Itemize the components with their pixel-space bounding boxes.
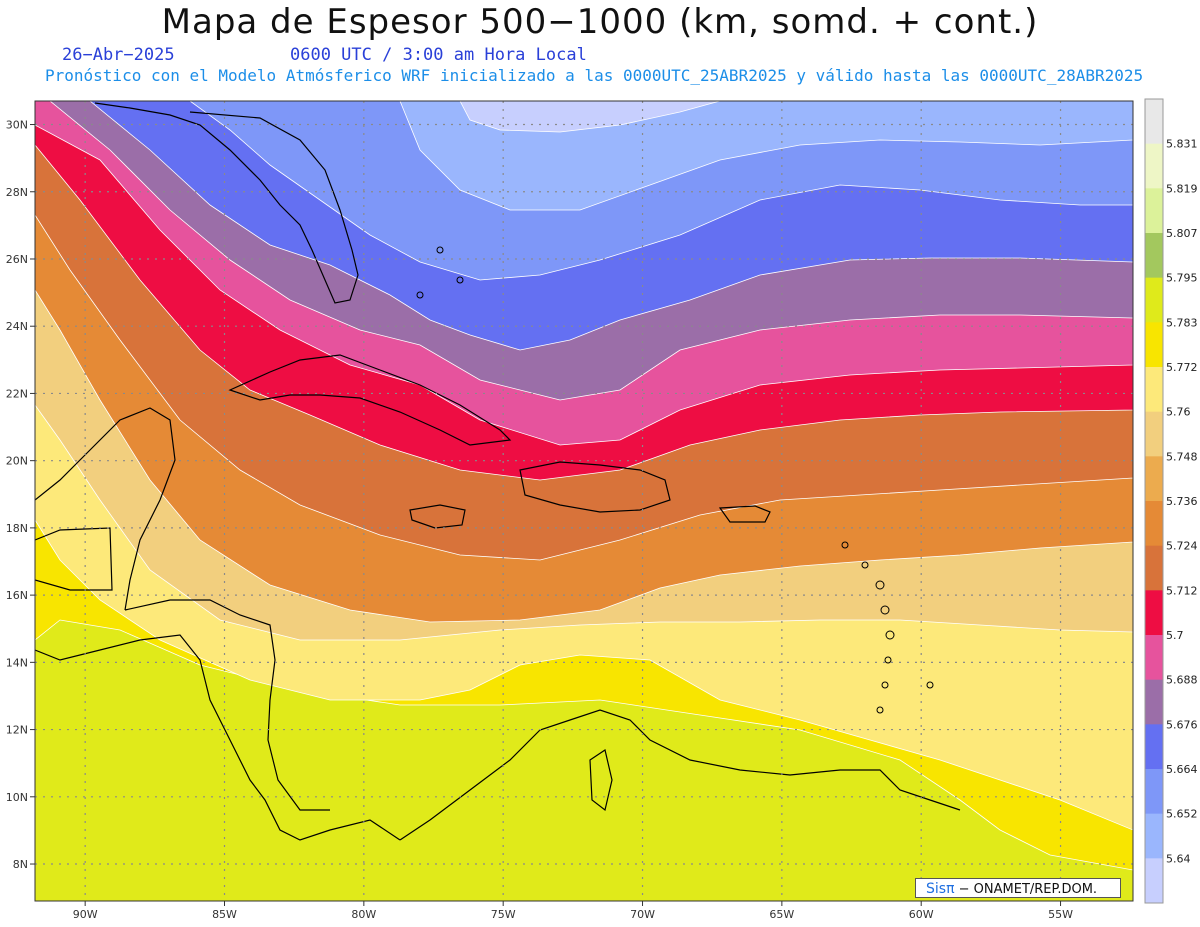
colorbar-swatch	[1145, 858, 1163, 904]
colorbar-swatch	[1145, 724, 1163, 770]
colorbar-swatch	[1145, 99, 1163, 145]
colorbar-label: 5.688	[1166, 674, 1198, 687]
lat-label: 30N	[6, 119, 28, 132]
colorbar-label: 5.664	[1166, 763, 1198, 776]
lat-label: 8N	[13, 858, 28, 871]
colorbar-frame	[1144, 98, 1164, 904]
hispaniola-coast	[519, 461, 671, 513]
colorbar-swatch	[1145, 456, 1163, 502]
colorbar-label: 5.76	[1166, 406, 1191, 419]
colorbar-swatch	[1145, 322, 1163, 368]
lon-label: 75W	[491, 908, 516, 921]
credit-text: − ONAMET/REP.DOM.	[958, 882, 1098, 897]
colorbar-label: 5.652	[1166, 808, 1198, 821]
colorbar-label: 5.712	[1166, 584, 1198, 597]
lat-label: 10N	[6, 791, 28, 804]
colorbar-swatch	[1145, 367, 1163, 413]
cuba-coast	[228, 354, 512, 446]
colorbar-swatch	[1145, 188, 1163, 234]
lon-label: 90W	[73, 908, 98, 921]
longitude-labels: 90W 85W 80W 75W 70W 65W 60W 55W	[73, 901, 1073, 921]
colorbar-label: 5.795	[1166, 272, 1198, 285]
lake-maracaibo	[589, 749, 613, 812]
colorbar-swatch	[1145, 277, 1163, 323]
thickness-field	[35, 101, 1133, 901]
mexico-border	[35, 527, 113, 591]
credit-brand: Sisπ	[926, 881, 955, 897]
florida-coast	[94, 102, 359, 304]
map-frame	[34, 100, 1134, 902]
lon-label: 65W	[769, 908, 794, 921]
lon-label: 60W	[909, 908, 934, 921]
colorbar-swatch	[1145, 635, 1163, 681]
lon-label: 85W	[212, 908, 237, 921]
coastlines	[35, 102, 961, 841]
colorbar-swatch	[1145, 501, 1163, 547]
yucatan-coast	[35, 407, 176, 611]
colorbar-label: 5.7	[1166, 629, 1184, 642]
forecast-date: 26−Abr−2025	[62, 45, 175, 65]
lat-label: 22N	[6, 387, 28, 400]
jamaica-coast	[409, 504, 466, 529]
colorbar-swatch	[1145, 590, 1163, 636]
lat-label: 16N	[6, 589, 28, 602]
colorbar-label: 5.748	[1166, 450, 1198, 463]
south-america-coast	[399, 709, 961, 841]
lat-label: 24N	[6, 320, 28, 333]
colorbar-label: 5.736	[1166, 495, 1198, 508]
lat-label: 18N	[6, 522, 28, 535]
lat-label: 14N	[6, 656, 28, 669]
lat-label: 12N	[6, 724, 28, 737]
colorbar-label: 5.724	[1166, 540, 1198, 553]
colorbar: 5.831 5.819 5.807 5.795 5.783 5.772 5.76 5.748 5…	[1144, 98, 1198, 904]
map-title: Mapa de Espesor 500−1000 (km, somd. + co…	[161, 2, 1039, 42]
colorbar-label: 5.819	[1166, 182, 1198, 195]
lon-label: 55W	[1048, 908, 1073, 921]
latitude-labels: 30N 28N 26N 24N 22N 20N 18N 16N 14N 12N 10N 8N	[6, 119, 35, 871]
colorbar-swatch	[1145, 813, 1163, 859]
lat-label: 20N	[6, 455, 28, 468]
colorbar-swatch	[1145, 679, 1163, 725]
lat-label: 28N	[6, 186, 28, 199]
credit-box: Sisπ − ONAMET/REP.DOM.	[915, 878, 1121, 898]
colorbar-label: 5.64	[1166, 852, 1191, 865]
colorbar-label: 5.772	[1166, 361, 1198, 374]
forecast-time: 0600 UTC / 3:00 am Hora Local	[290, 45, 587, 65]
graticule	[35, 101, 1133, 901]
colorbar-label: 5.831	[1166, 138, 1198, 151]
puerto-rico-coast	[718, 505, 771, 523]
central-america-coast	[35, 634, 401, 841]
colorbar-label: 5.807	[1166, 227, 1198, 240]
forecast-subtitle: Pronóstico con el Modelo Atmósferico WRF…	[45, 66, 1144, 85]
colorbar-label: 5.676	[1166, 718, 1198, 731]
colorbar-swatch	[1145, 769, 1163, 815]
lon-label: 70W	[630, 908, 655, 921]
central-america-east-coast	[124, 599, 330, 811]
lon-label: 80W	[351, 908, 376, 921]
colorbar-swatch	[1145, 233, 1163, 279]
colorbar-swatch	[1145, 545, 1163, 591]
colorbar-swatch	[1145, 411, 1163, 457]
lat-label: 26N	[6, 253, 28, 266]
colorbar-label: 5.783	[1166, 316, 1198, 329]
colorbar-swatch	[1145, 143, 1163, 189]
lesser-antilles	[416, 246, 934, 714]
